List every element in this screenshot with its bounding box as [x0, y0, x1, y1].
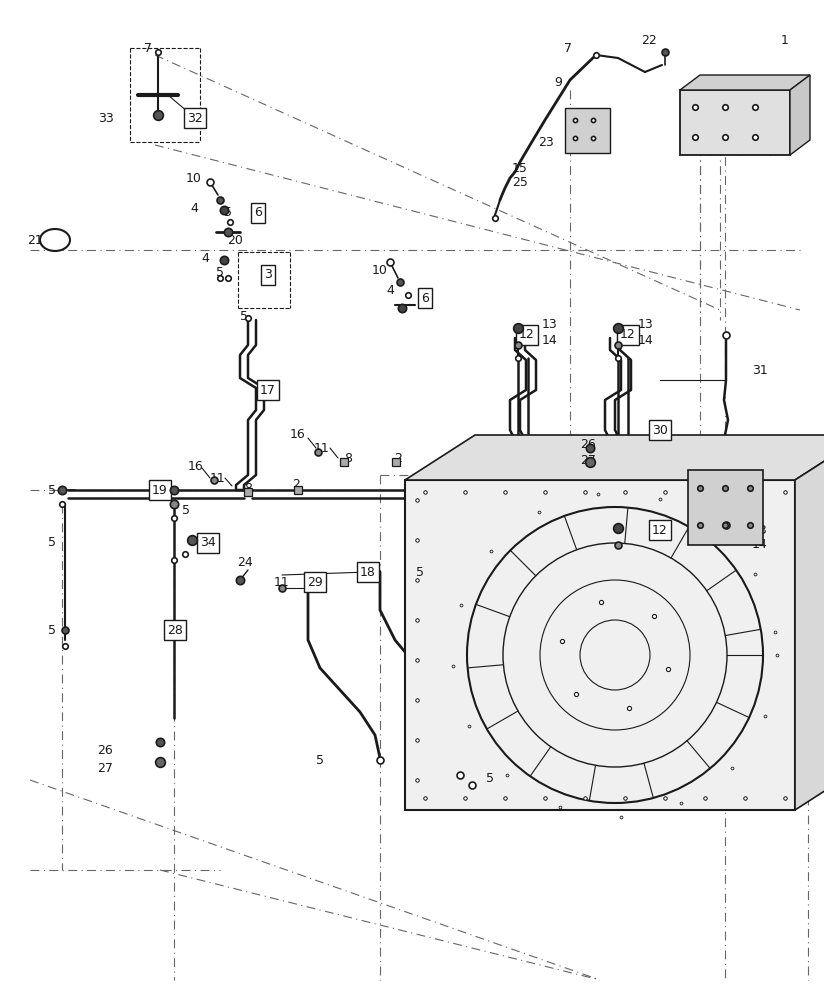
- Text: 4: 4: [386, 284, 394, 296]
- Text: 5: 5: [486, 772, 494, 784]
- Text: 22: 22: [641, 33, 657, 46]
- Text: 6: 6: [254, 207, 262, 220]
- Text: 6: 6: [421, 292, 429, 304]
- Text: 5: 5: [224, 207, 232, 220]
- Text: 29: 29: [307, 576, 323, 588]
- Polygon shape: [680, 75, 810, 90]
- Polygon shape: [405, 480, 795, 810]
- Polygon shape: [680, 90, 790, 155]
- Text: 28: 28: [167, 624, 183, 637]
- Text: 12: 12: [652, 524, 668, 536]
- Text: 32: 32: [187, 111, 203, 124]
- Text: 2: 2: [292, 479, 300, 491]
- Text: 16: 16: [290, 428, 306, 442]
- Text: 16: 16: [188, 460, 204, 473]
- Polygon shape: [688, 470, 763, 545]
- Text: 3: 3: [264, 268, 272, 282]
- Text: 19: 19: [152, 484, 168, 496]
- Text: 14: 14: [638, 334, 654, 347]
- Text: 12: 12: [519, 328, 535, 342]
- Text: 33: 33: [98, 111, 114, 124]
- Text: 7: 7: [564, 41, 572, 54]
- Polygon shape: [790, 75, 810, 155]
- Text: 27: 27: [97, 762, 113, 774]
- Text: 7: 7: [144, 41, 152, 54]
- Text: 5: 5: [416, 566, 424, 578]
- Text: 34: 34: [200, 536, 216, 550]
- Text: 17: 17: [260, 383, 276, 396]
- Text: 13: 13: [752, 524, 768, 536]
- Polygon shape: [795, 435, 824, 810]
- Text: 4: 4: [190, 202, 198, 215]
- Text: 24: 24: [237, 556, 253, 570]
- Text: 2: 2: [394, 452, 402, 464]
- Text: 12: 12: [620, 328, 636, 342]
- Text: 5: 5: [48, 624, 56, 637]
- Polygon shape: [405, 435, 824, 480]
- Text: 10: 10: [372, 263, 388, 276]
- Text: 31: 31: [752, 363, 768, 376]
- Text: 5: 5: [240, 310, 248, 322]
- Text: 8: 8: [344, 452, 352, 464]
- Text: 5: 5: [48, 536, 56, 550]
- Text: 18: 18: [360, 566, 376, 578]
- Text: 14: 14: [752, 538, 768, 552]
- Text: 15: 15: [512, 161, 528, 174]
- Text: 25: 25: [512, 176, 528, 188]
- Text: 23: 23: [538, 135, 554, 148]
- Text: 1: 1: [781, 33, 789, 46]
- Text: 27: 27: [580, 454, 596, 466]
- Text: 5: 5: [216, 265, 224, 278]
- Text: 9: 9: [554, 76, 562, 89]
- Text: 13: 13: [542, 318, 558, 332]
- Text: 30: 30: [652, 424, 668, 436]
- Text: 20: 20: [227, 233, 243, 246]
- Text: 11: 11: [314, 442, 330, 454]
- Text: 21: 21: [27, 233, 43, 246]
- Text: 5: 5: [316, 754, 324, 766]
- Text: 5: 5: [48, 484, 56, 496]
- Text: 4: 4: [201, 251, 209, 264]
- Text: 13: 13: [638, 318, 654, 332]
- Text: 26: 26: [97, 744, 113, 756]
- Text: 5: 5: [182, 504, 190, 516]
- Polygon shape: [565, 108, 610, 153]
- Text: 11: 11: [210, 472, 226, 485]
- Text: 11: 11: [274, 576, 290, 588]
- Text: 8: 8: [244, 482, 252, 494]
- Text: 14: 14: [542, 334, 558, 347]
- Text: 10: 10: [186, 172, 202, 184]
- Text: 26: 26: [580, 438, 596, 452]
